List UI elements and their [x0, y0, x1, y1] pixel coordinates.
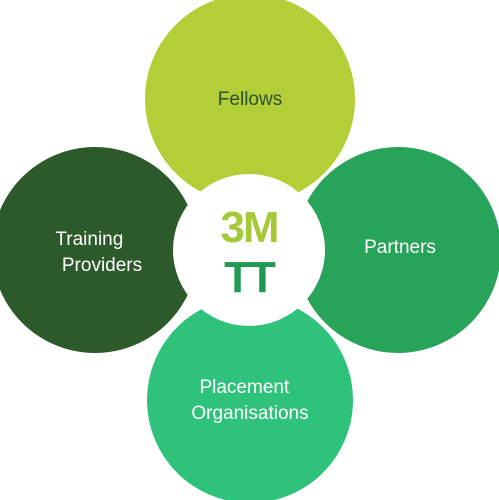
petal-left-label-line-1: Training: [55, 229, 123, 250]
center-ring: [173, 174, 325, 326]
petal-top: Fellows: [145, 0, 355, 204]
petal-right-circle: [295, 147, 499, 353]
petal-bottom-label-line-1: Placement: [199, 377, 289, 398]
logo-bottom-text: TT: [224, 253, 276, 302]
logo-top-text: 3M: [220, 203, 277, 252]
petal-right-label: Partners: [364, 237, 436, 258]
petal-top-label-line-1: Fellows: [218, 89, 282, 110]
center-logo: 3M TT: [173, 174, 325, 326]
petal-left: Training Providers: [0, 147, 198, 353]
petal-left-label: Training Providers: [55, 229, 142, 276]
petal-bottom-label-line-2: Organisations: [191, 403, 308, 424]
petal-bottom-circle: [147, 297, 353, 500]
petal-top-circle: [145, 0, 355, 204]
petal-right: Partners: [295, 147, 499, 353]
petal-bottom-label: Placement Organisations: [191, 377, 308, 424]
petal-bottom: Placement Organisations: [147, 297, 353, 500]
petal-left-circle: [0, 147, 198, 353]
petal-left-label-line-2: Providers: [62, 255, 142, 276]
petal-right-label-line-1: Partners: [364, 237, 436, 258]
petal-top-label: Fellows: [218, 89, 282, 110]
